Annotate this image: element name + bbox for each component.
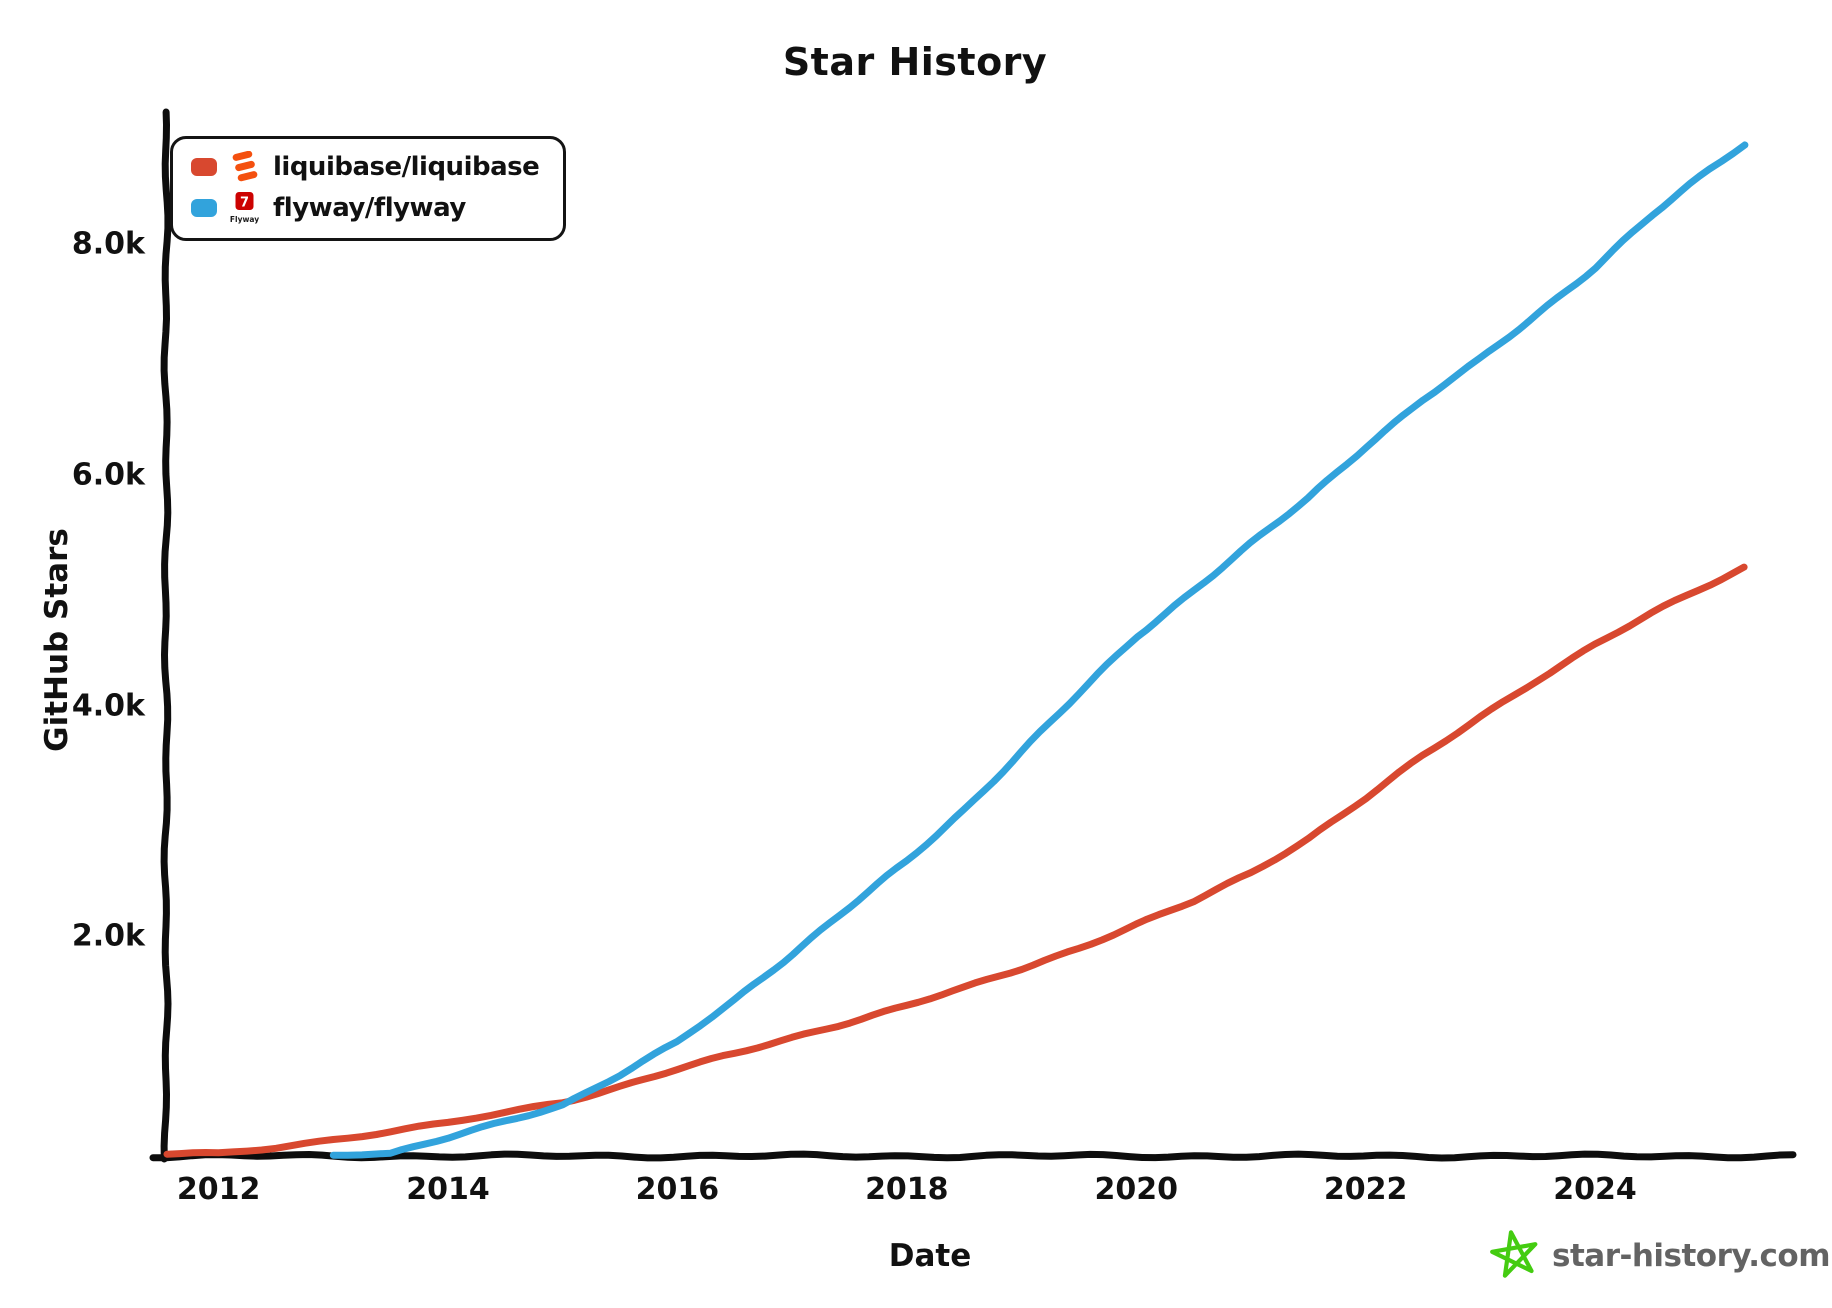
- y-tick-label: 6.0k: [71, 457, 145, 493]
- x-tick-label: 2012: [176, 1172, 261, 1207]
- y-tick-label: 2.0k: [71, 918, 145, 954]
- x-tick-label: 2022: [1323, 1172, 1408, 1207]
- svg-text:Flyway: Flyway: [230, 215, 259, 224]
- liquibase-logo-icon: [232, 151, 258, 182]
- y-tick-label: 8.0k: [71, 226, 145, 262]
- x-tick-label: 2014: [406, 1172, 490, 1207]
- star-icon: [1490, 1230, 1538, 1278]
- y-axis-line: [160, 108, 172, 1163]
- legend: liquibase/liquibase 7 Flyway flyway/flyway: [170, 136, 567, 241]
- legend-swatch: [191, 158, 217, 176]
- liquibase-series-line: [163, 563, 1748, 1158]
- legend-item-flyway: 7 Flyway flyway/flyway: [191, 191, 539, 225]
- flyway-logo-icon: 7 Flyway: [230, 192, 259, 224]
- x-tick-label: 2016: [635, 1172, 720, 1207]
- flyway-logo: 7 Flyway: [230, 191, 260, 225]
- legend-label: flyway/flyway: [273, 193, 466, 223]
- x-axis-line: [149, 1150, 1797, 1162]
- flyway-series-line: [329, 141, 1749, 1159]
- chart-title: Star History: [782, 40, 1048, 84]
- legend-label: liquibase/liquibase: [273, 152, 540, 182]
- liquibase-logo: [230, 150, 260, 184]
- legend-swatch: [191, 199, 217, 217]
- legend-item-liquibase: liquibase/liquibase: [191, 150, 540, 184]
- svg-text:7: 7: [240, 196, 249, 211]
- x-tick-label: 2024: [1553, 1172, 1637, 1207]
- x-tick-label: 2018: [865, 1172, 949, 1207]
- watermark-text: star-history.com: [1552, 1238, 1831, 1274]
- y-tick-label: 4.0k: [71, 688, 145, 724]
- watermark: star-history.com: [1490, 1228, 1831, 1284]
- x-tick-label: 2020: [1094, 1172, 1178, 1207]
- x-axis-title: Date: [888, 1238, 972, 1274]
